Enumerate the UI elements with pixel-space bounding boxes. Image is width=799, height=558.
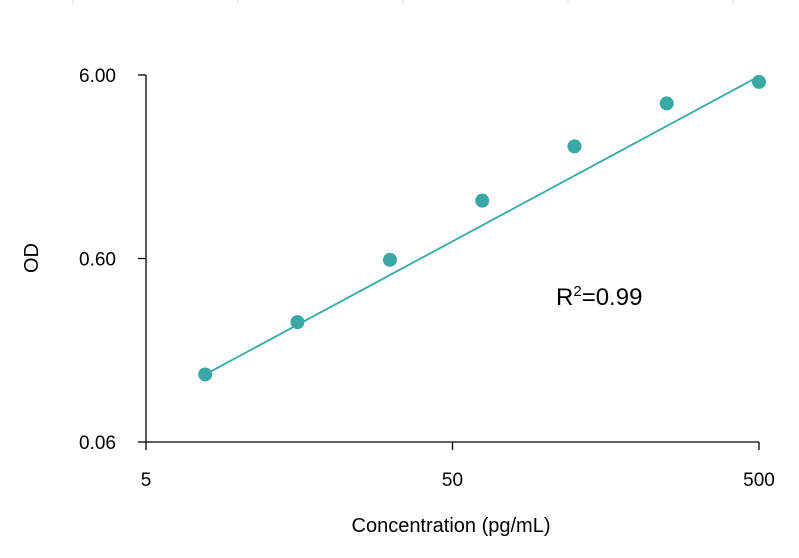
data-point: [198, 367, 213, 382]
y-tick-label: 6.00: [79, 66, 116, 87]
trendline: [204, 75, 760, 376]
data-point: [567, 139, 582, 154]
data-point: [752, 74, 766, 89]
x-tick-label: 500: [743, 470, 775, 491]
y-tick-label: 0.60: [79, 250, 116, 271]
x-axis-title: Concentration (pg/mL): [352, 515, 551, 537]
x-tick-label: 5: [141, 470, 152, 491]
r-squared-annotation: R2=0.99: [556, 283, 642, 311]
y-axis-title: OD: [21, 243, 43, 273]
data-point: [382, 252, 397, 267]
axes: [138, 74, 760, 450]
data-point: [290, 315, 305, 330]
r-squared-base: R: [556, 284, 573, 311]
data-points: [198, 74, 766, 382]
trendline-layer: [204, 75, 760, 376]
data-point: [475, 193, 490, 208]
top-ticks: [72, 0, 734, 5]
data-point: [659, 96, 674, 111]
r-squared-value: =0.99: [582, 284, 643, 311]
x-tick-label: 50: [442, 470, 463, 491]
tick-labels: 6.00 0.60 0.06 5 50 500: [79, 66, 775, 491]
y-tick-label: 0.06: [79, 433, 116, 454]
r-squared-superscript: 2: [573, 283, 581, 300]
